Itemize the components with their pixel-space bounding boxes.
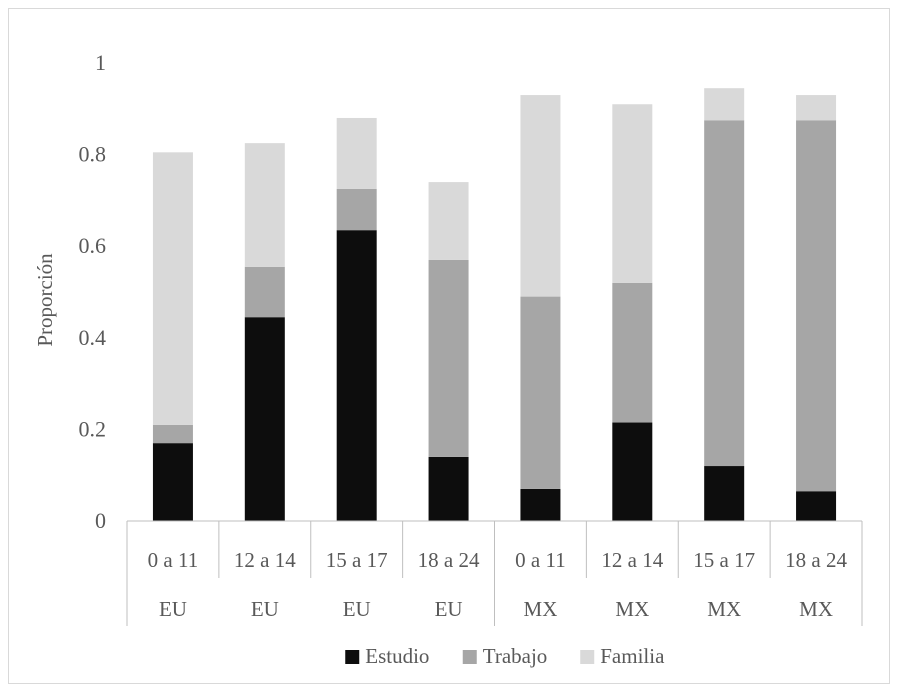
bar-segment-familia bbox=[520, 95, 561, 297]
y-tick-label: 0.6 bbox=[79, 233, 107, 258]
x-group-label: MX bbox=[799, 597, 833, 621]
x-tick-label: 18 a 24 bbox=[418, 548, 480, 572]
bar-segment-familia bbox=[244, 143, 285, 267]
y-tick-label: 1 bbox=[95, 50, 106, 75]
bars bbox=[152, 88, 837, 522]
legend-swatch-familia bbox=[580, 650, 595, 664]
bar-segment-familia bbox=[152, 152, 193, 425]
x-group-label: EU bbox=[159, 597, 187, 621]
legend-label-trabajo: Trabajo bbox=[483, 644, 548, 668]
y-axis-label: Proporción bbox=[33, 253, 57, 347]
bar-segment-estudio bbox=[336, 230, 377, 522]
x-tick-label: 15 a 17 bbox=[326, 548, 388, 572]
bar-segment-familia bbox=[428, 182, 469, 260]
bar-segment-estudio bbox=[428, 456, 469, 521]
bar-segment-trabajo bbox=[152, 424, 193, 444]
x-group-label: EU bbox=[251, 597, 279, 621]
y-tick-label: 0 bbox=[95, 508, 106, 533]
bar-segment-estudio bbox=[244, 317, 285, 521]
legend: Estudio Trabajo Familia bbox=[345, 644, 665, 668]
bar-segment-estudio bbox=[796, 491, 837, 521]
x-group-label: MX bbox=[707, 597, 741, 621]
bar-segment-familia bbox=[704, 88, 745, 121]
x-axis: 0 a 11 12 a 14 15 a 17 18 a 24 0 a 11 12 a 14… bbox=[126, 520, 863, 626]
bar-segment-trabajo bbox=[428, 259, 469, 457]
x-tick-label: 18 a 24 bbox=[785, 548, 847, 572]
y-axis-ticks: 0 0.2 0.4 0.6 0.8 1 bbox=[79, 50, 107, 533]
bar-segment-familia bbox=[612, 104, 653, 283]
y-tick-label: 0.8 bbox=[79, 142, 107, 167]
bar-segment-estudio bbox=[152, 443, 193, 521]
bar-segment-trabajo bbox=[704, 120, 745, 467]
bar-segment-familia bbox=[796, 95, 837, 121]
legend-label-familia: Familia bbox=[600, 644, 665, 668]
bar-segment-trabajo bbox=[796, 120, 837, 492]
x-tick-label: 12 a 14 bbox=[234, 548, 296, 572]
bar-segment-trabajo bbox=[336, 188, 377, 231]
bar-segment-estudio bbox=[704, 466, 745, 521]
x-tick-label: 15 a 17 bbox=[693, 548, 755, 572]
bar-segment-trabajo bbox=[612, 282, 653, 423]
y-tick-label: 0.4 bbox=[79, 325, 107, 350]
x-group-label: MX bbox=[615, 597, 649, 621]
legend-label-estudio: Estudio bbox=[365, 644, 429, 668]
x-group-label: EU bbox=[435, 597, 463, 621]
x-tick-label: 0 a 11 bbox=[148, 548, 199, 572]
x-group-label: EU bbox=[343, 597, 371, 621]
legend-swatch-trabajo bbox=[462, 650, 477, 664]
legend-swatch-estudio bbox=[345, 650, 360, 664]
bar-segment-trabajo bbox=[520, 296, 561, 489]
bar-segment-estudio bbox=[612, 422, 653, 521]
x-group-label: MX bbox=[524, 597, 558, 621]
bar-segment-estudio bbox=[520, 488, 561, 521]
bar-segment-familia bbox=[336, 117, 377, 189]
x-tick-label: 0 a 11 bbox=[515, 548, 566, 572]
x-tick-label: 12 a 14 bbox=[601, 548, 663, 572]
bar-segment-trabajo bbox=[244, 266, 285, 318]
y-tick-label: 0.2 bbox=[79, 416, 107, 441]
